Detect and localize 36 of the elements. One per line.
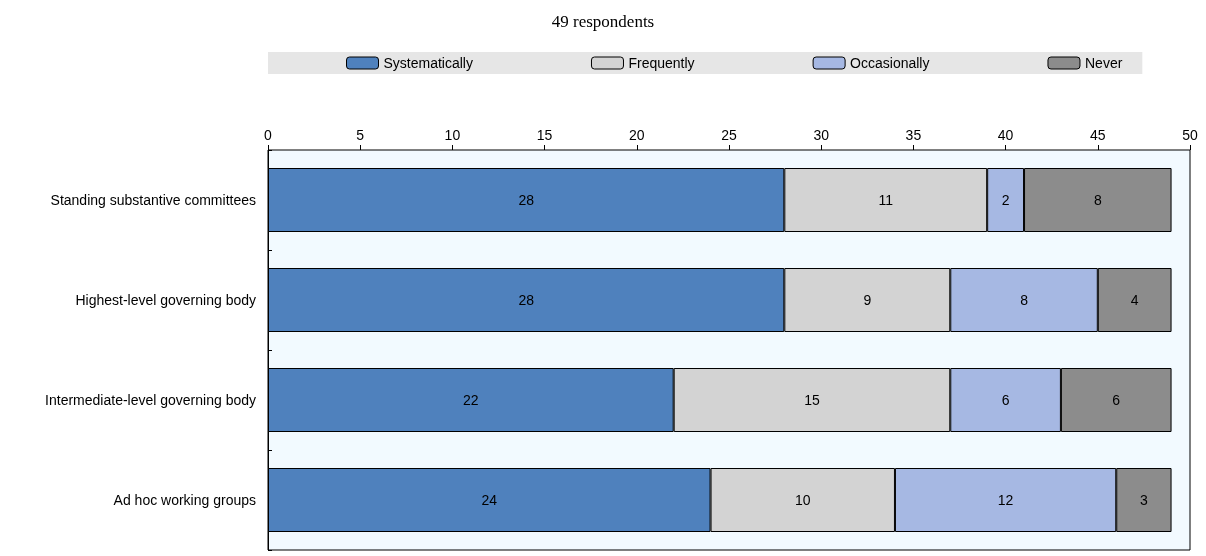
- data-label: 28: [518, 292, 535, 308]
- y-tick-label: Highest-level governing body: [75, 292, 256, 308]
- legend-label: Occasionally: [850, 55, 930, 71]
- legend-label: Frequently: [628, 55, 695, 71]
- data-label: 10: [794, 492, 811, 508]
- y-tick-label: Intermediate-level governing body: [45, 392, 256, 408]
- data-label: 12: [997, 492, 1014, 508]
- x-tick-label: 10: [444, 127, 461, 143]
- data-label: 28: [518, 192, 535, 208]
- data-label: 22: [463, 392, 479, 408]
- data-label: 6: [1112, 392, 1121, 408]
- x-tick-label: 0: [264, 127, 273, 143]
- data-label: 8: [1093, 192, 1102, 208]
- data-label: 2: [1001, 192, 1010, 208]
- y-tick-label: Standing substantive committees: [50, 192, 256, 208]
- data-label: 6: [1001, 392, 1010, 408]
- legend-label: Never: [1084, 55, 1123, 71]
- x-tick-label: 5: [356, 127, 365, 143]
- y-tick-label: Ad hoc working groups: [113, 492, 256, 508]
- x-tick-label: 30: [813, 127, 830, 143]
- data-label: 3: [1140, 492, 1148, 508]
- x-tick-label: 35: [905, 127, 922, 143]
- data-label: 8: [1020, 292, 1029, 308]
- data-label: 24: [481, 492, 498, 508]
- data-label: 4: [1130, 292, 1139, 308]
- x-tick-label: 25: [721, 127, 737, 143]
- legend-label: Systematically: [383, 55, 473, 71]
- data-label: 15: [804, 392, 820, 408]
- data-label: 9: [863, 292, 872, 308]
- x-tick-label: 50: [1182, 127, 1198, 143]
- x-tick-label: 15: [536, 127, 553, 143]
- chart-title: 49 respondents: [551, 12, 655, 31]
- x-tick-label: 20: [629, 127, 645, 143]
- x-tick-label: 40: [997, 127, 1014, 143]
- data-label: 11: [878, 192, 894, 208]
- x-tick-label: 45: [1090, 127, 1106, 143]
